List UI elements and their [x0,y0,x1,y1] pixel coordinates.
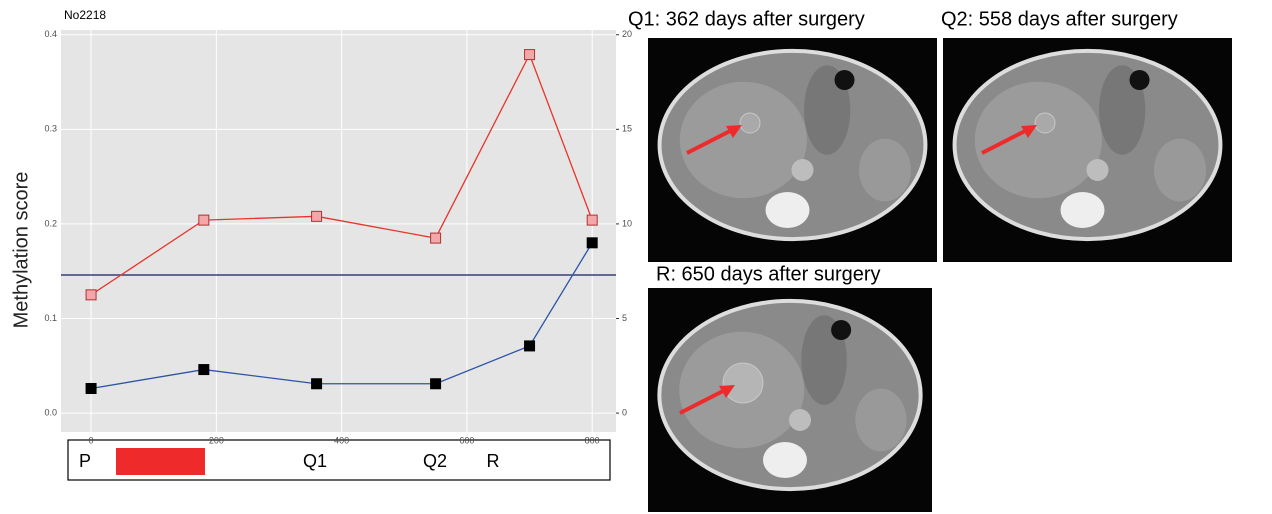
image-caption: Q2: 558 days after surgery [941,8,1178,30]
timeline-bar [116,448,205,475]
lesion [1034,112,1056,134]
aorta [791,159,814,181]
spine [765,192,810,228]
ct-image [648,38,937,262]
ct-image [943,38,1232,262]
spine [1060,192,1105,228]
data-point [85,289,97,301]
y-tick-label: 0.4 [44,29,57,39]
y2-tick-label: 15 [622,124,632,134]
y-tick-label: 0.3 [44,124,57,134]
data-point [586,237,598,249]
image-caption: R: 650 days after surgery [656,263,881,285]
x-tick-label: 800 [585,435,600,445]
x-tick-label: 0 [89,435,94,445]
spine [763,442,807,478]
arrow [679,388,726,415]
chart-title: No2218 [64,8,106,22]
y-axis-label: Methylation score [10,172,32,329]
lesion [722,362,764,404]
y2-tick-label: 20 [622,29,632,39]
y-tick-label: 0.2 [44,218,57,228]
spleen [1153,138,1206,202]
plot-panel [61,30,616,432]
series-line [90,52,593,296]
liver [679,81,807,199]
aorta [789,409,811,431]
y-tick-label: 0.0 [44,407,57,417]
data-point [524,340,536,352]
data-point [430,378,442,390]
y2-tick-label: 10 [622,218,632,228]
arrow-head [719,385,735,398]
data-point [524,49,536,61]
arrow-head [1021,125,1037,138]
data-point [311,378,323,390]
air [1129,70,1150,90]
y-tick-label: 0.1 [44,313,57,323]
y2-tick-label: 0 [622,407,627,417]
data-point [430,232,442,244]
x-tick-label: 400 [334,435,349,445]
liver [974,81,1102,199]
data-point [198,364,210,376]
data-point [198,214,210,226]
lesion [739,112,761,134]
image-caption: Q1: 362 days after surgery [628,8,865,30]
arrow [981,128,1028,155]
air [831,320,852,340]
air [834,70,855,90]
y2-tick-label: 5 [622,313,627,323]
arrow [686,128,733,155]
series-line [90,242,593,390]
data-point [586,214,598,226]
timeline-label: Q2 [423,451,447,471]
spleen [855,388,907,452]
timeline-label: Q1 [303,451,327,471]
data-point [85,382,97,394]
spleen [858,138,911,202]
timeline-label: P [79,451,91,471]
aorta [1086,159,1109,181]
x-tick-label: 200 [209,435,224,445]
timeline-label: R [487,451,500,471]
x-tick-label: 600 [459,435,474,445]
arrow-head [726,125,742,138]
ct-image [648,288,932,512]
data-point [311,210,323,222]
